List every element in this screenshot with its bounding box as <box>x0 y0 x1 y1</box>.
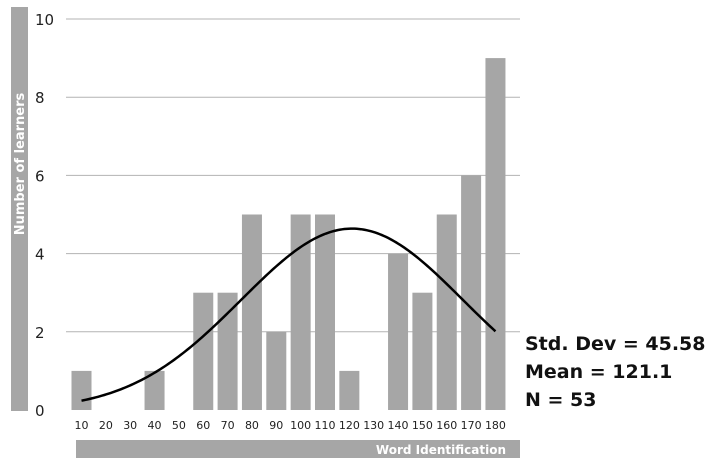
x-tick-label: 60 <box>196 419 210 432</box>
x-tick-label: 180 <box>485 419 506 432</box>
x-tick-label: 70 <box>221 419 235 432</box>
x-tick-label: 150 <box>412 419 433 432</box>
bar <box>388 253 409 410</box>
bar <box>241 214 262 410</box>
x-tick-label: 140 <box>388 419 409 432</box>
y-tick-label: 0 <box>35 402 45 420</box>
bar <box>412 292 433 410</box>
y-tick-labels: 0 2 4 6 8 10 <box>35 11 54 420</box>
bar <box>217 292 238 410</box>
x-tick-label: 160 <box>436 419 457 432</box>
y-tick-label: 6 <box>35 167 45 185</box>
y-tick-label: 2 <box>35 324 45 342</box>
x-axis-label-band <box>76 440 520 458</box>
y-tick-label: 8 <box>35 89 45 107</box>
x-tick-label: 90 <box>269 419 283 432</box>
normal-curve <box>81 227 497 402</box>
y-axis-label-band <box>11 7 28 411</box>
y-tick-label: 10 <box>35 11 54 29</box>
x-tick-label: 50 <box>172 419 186 432</box>
x-tick-label: 120 <box>339 419 360 432</box>
x-tick-label: 20 <box>99 419 113 432</box>
x-tick-label: 170 <box>461 419 482 432</box>
x-tick-label: 10 <box>75 419 89 432</box>
summary-statistics: Std. Dev = 45.58 Mean = 121.1 N = 53 <box>525 330 706 414</box>
y-axis-label: Number of learners <box>13 92 28 235</box>
bar <box>339 370 360 410</box>
x-tick-label: 40 <box>148 419 162 432</box>
bar <box>290 214 311 410</box>
bar <box>266 331 287 410</box>
mean-text: Mean = 121.1 <box>525 361 673 383</box>
bar <box>315 214 335 410</box>
bars <box>71 58 506 410</box>
x-tick-label: 100 <box>290 419 311 432</box>
x-tick-label: 110 <box>315 419 336 432</box>
x-tick-label: 30 <box>123 419 137 432</box>
x-tick-labels: 10 20 30 40 50 60 70 80 90 100 110 120 130 140 150 160 1… <box>75 419 506 432</box>
bar <box>71 370 92 410</box>
y-tick-label: 4 <box>35 246 45 264</box>
bar <box>144 370 165 410</box>
std-dev-text: Std. Dev = 45.58 <box>525 333 706 355</box>
bar <box>461 175 482 410</box>
bar <box>436 214 457 410</box>
x-tick-label: 80 <box>245 419 259 432</box>
bar <box>485 58 506 410</box>
normal-curve-line <box>81 227 497 402</box>
bar <box>193 292 214 410</box>
n-text: N = 53 <box>525 389 597 411</box>
x-axis-label: Word Identification <box>376 443 506 457</box>
x-tick-label: 130 <box>363 419 384 432</box>
